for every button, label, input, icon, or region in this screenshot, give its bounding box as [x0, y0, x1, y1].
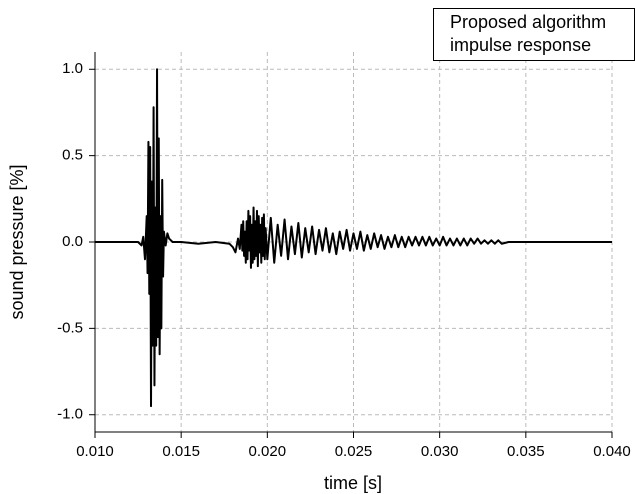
x-tick-label: 0.030	[421, 443, 459, 460]
y-tick-label: 0.5	[62, 147, 83, 164]
y-tick-label: 1.0	[62, 60, 83, 77]
y-tick-label: -1.0	[57, 406, 83, 423]
x-tick-label: 0.025	[335, 443, 373, 460]
legend: Proposed algorithm impulse response	[433, 8, 635, 61]
legend-label: Proposed algorithm impulse response	[450, 12, 607, 55]
y-tick-label: -0.5	[57, 319, 83, 336]
x-tick-label: 0.035	[507, 443, 545, 460]
x-tick-label: 0.020	[249, 443, 287, 460]
x-axis-label: time [s]	[324, 473, 382, 493]
y-tick-label: 0.0	[62, 233, 83, 250]
data-line	[95, 68, 612, 408]
y-axis-label: sound pressure [%]	[7, 164, 27, 319]
x-tick-label: 0.010	[76, 443, 114, 460]
x-tick-label: 0.015	[162, 443, 200, 460]
x-tick-label: 0.040	[593, 443, 631, 460]
